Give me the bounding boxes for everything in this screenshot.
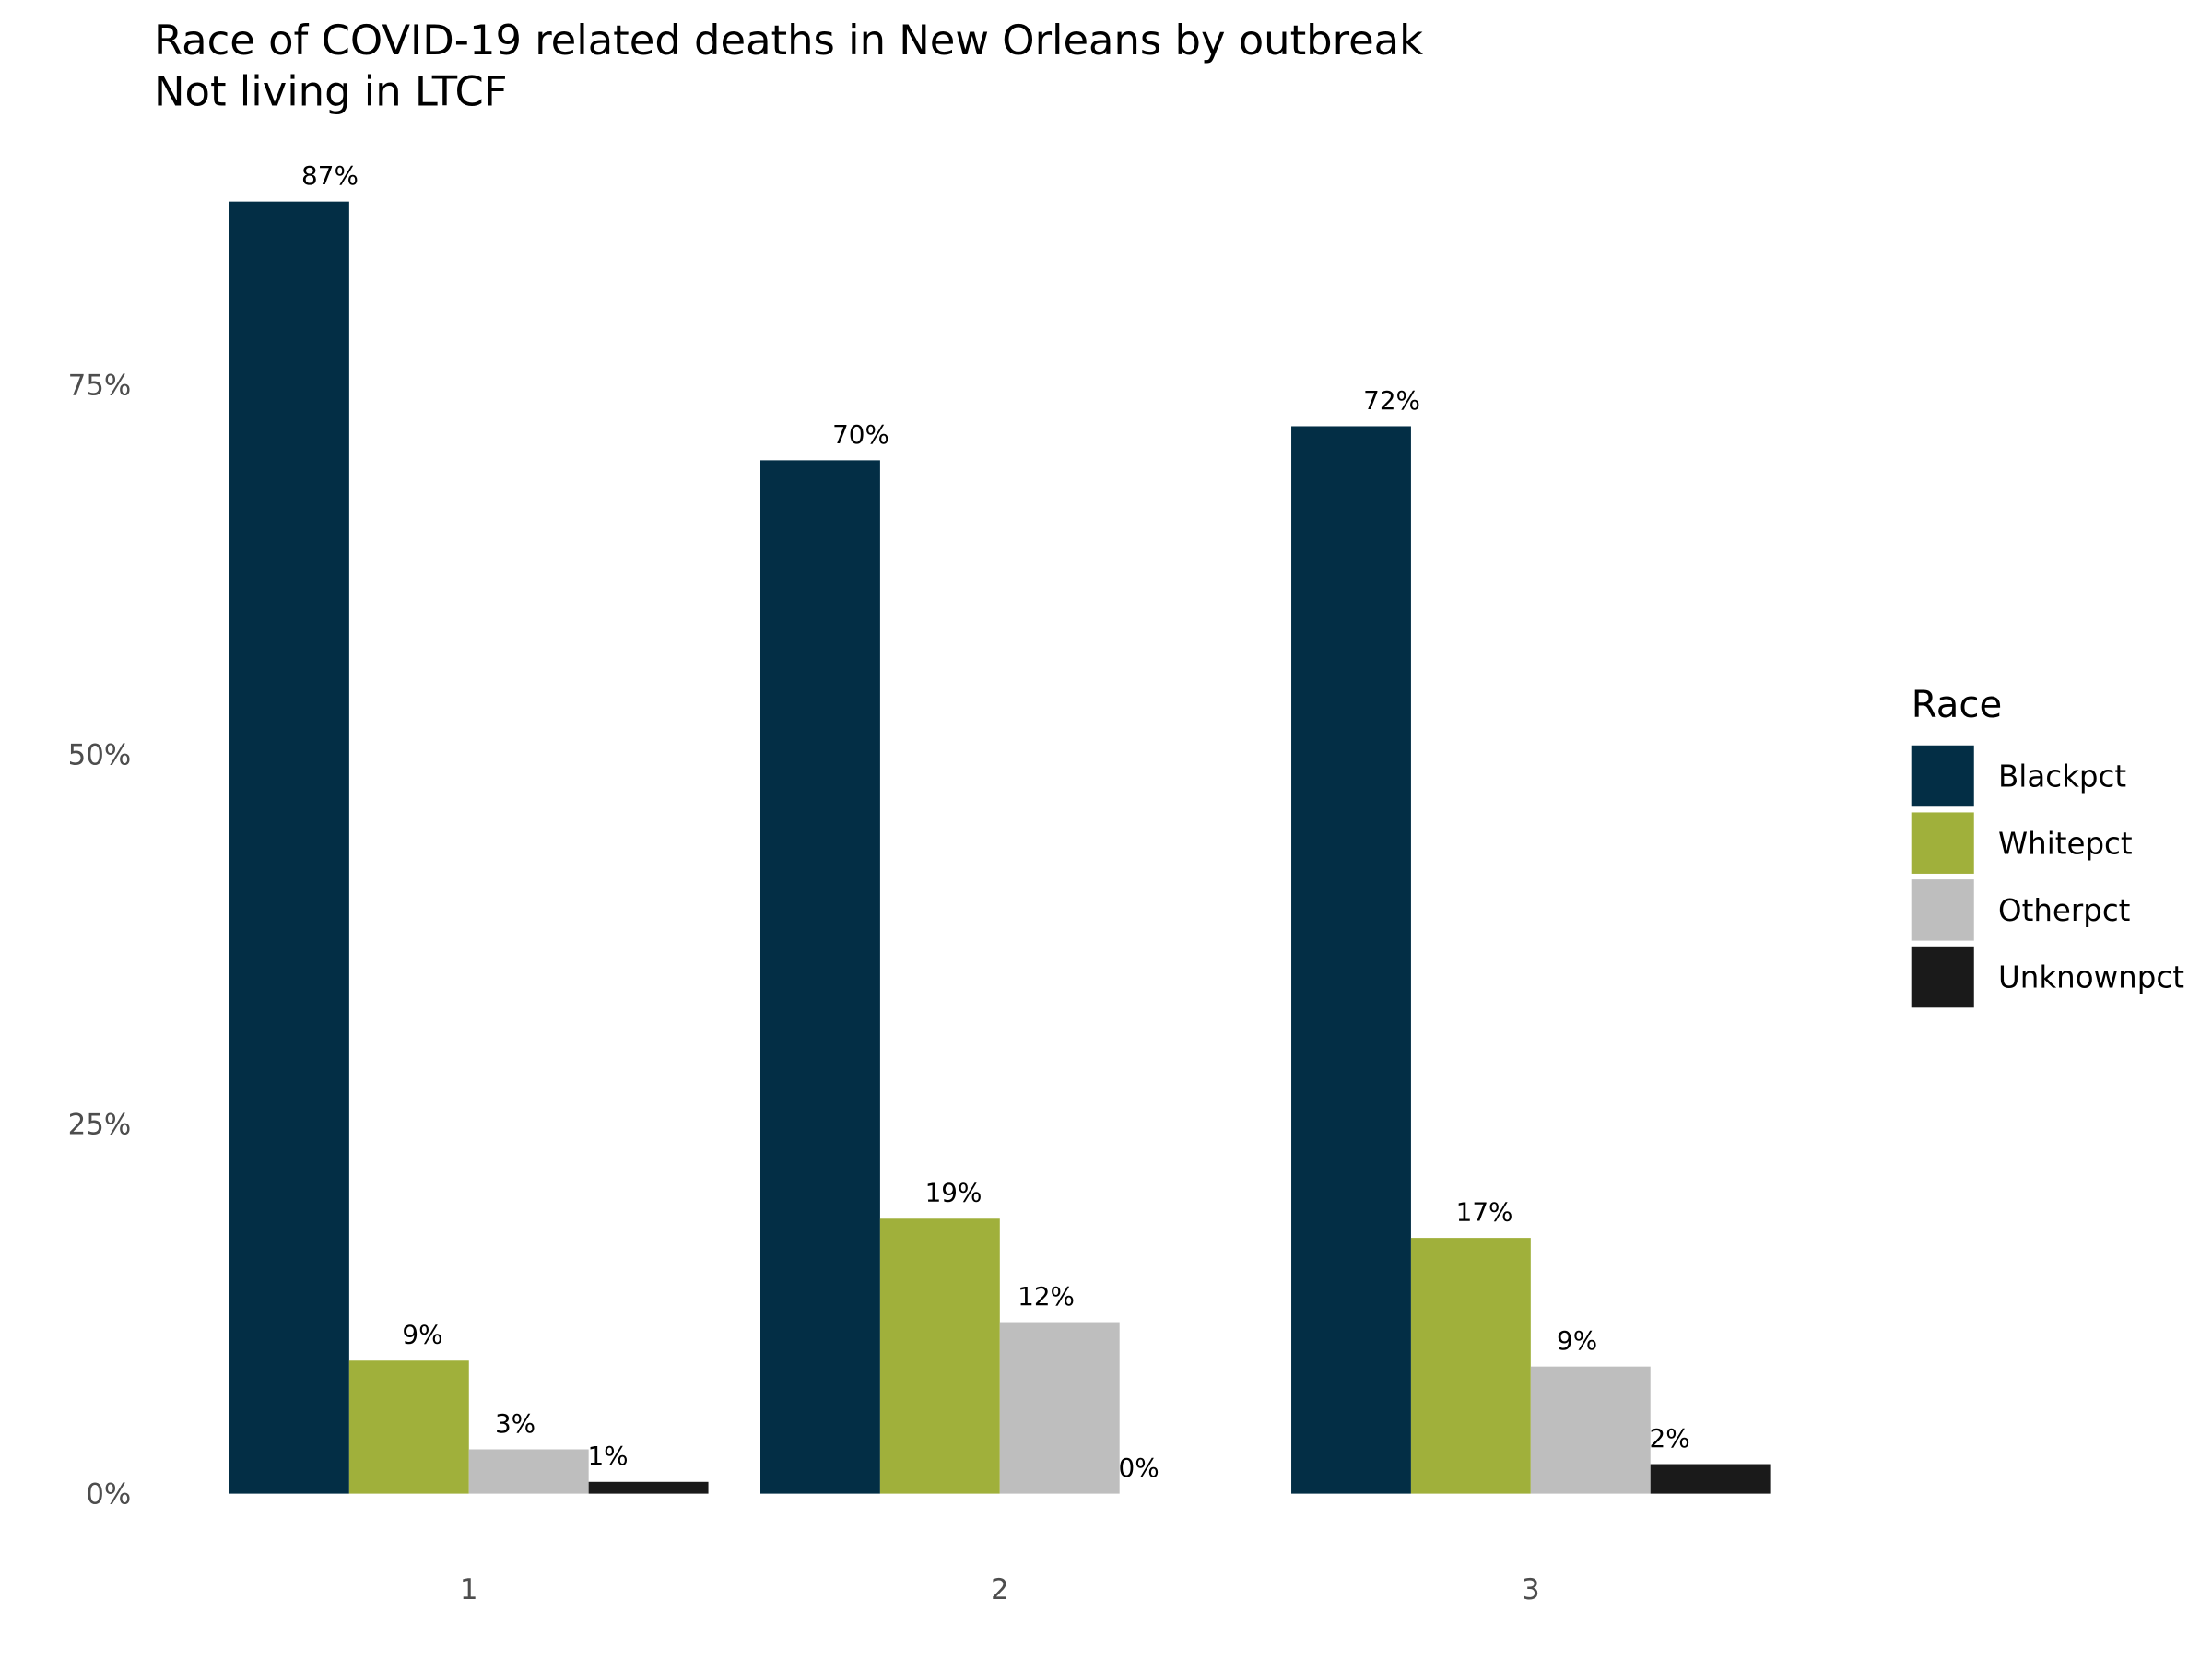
data-label: 12% [1018,1281,1075,1312]
data-label: 0% [1118,1453,1159,1483]
x-axis: 1 2 3 [460,1573,1540,1606]
data-label: 3% [495,1408,535,1439]
bar-otherpct-2 [999,1322,1120,1494]
data-labels: 87% 70% 72% 9% 19% 17% 3% 12% 9% 1% 0% 2% [301,160,1690,1483]
bar-otherpct-3 [1530,1366,1651,1494]
chart-title: Race of COVID-19 related deaths in New O… [154,16,1423,65]
data-label: 72% [1363,385,1420,416]
bar-blackpct-2 [760,460,880,1494]
data-label: 19% [925,1178,982,1208]
bar-unknownpct-3 [1650,1464,1771,1494]
x-tick-label: 2 [991,1573,1009,1606]
bars [229,201,1771,1494]
y-tick-label: 75% [68,369,132,402]
chart-subtitle: Not living in LTCF [154,66,508,115]
legend-key-otherpct [1911,879,1974,941]
bar-whitepct-2 [879,1218,1000,1494]
legend-label: Unknownpct [1998,960,2184,995]
bar-blackpct-3 [1291,426,1411,1494]
x-tick-label: 1 [460,1573,478,1606]
data-label: 1% [587,1441,628,1471]
y-tick-label: 0% [86,1477,131,1511]
legend-key-whitepct [1911,812,1974,874]
legend-label: Blackpct [1998,759,2126,794]
bar-whitepct-1 [348,1360,469,1494]
bar-otherpct-1 [468,1449,589,1494]
y-axis: 0% 25% 50% 75% [68,369,132,1511]
data-label: 9% [402,1320,442,1350]
data-label: 17% [1456,1197,1513,1228]
legend-key-blackpct [1911,745,1974,807]
bar-blackpct-1 [229,201,349,1494]
legend-title: Race [1912,684,2003,726]
data-label: 9% [1557,1325,1597,1356]
legend-label: Whitepct [1998,826,2133,861]
data-label: 70% [832,419,889,450]
legend-key-unknownpct [1911,946,1974,1008]
data-label: 87% [301,160,359,191]
y-tick-label: 50% [68,738,132,771]
bar-unknownpct-1 [588,1481,709,1494]
data-label: 2% [1650,1423,1690,1453]
y-tick-label: 25% [68,1108,132,1141]
x-tick-label: 3 [1522,1573,1540,1606]
legend: Race Blackpct Whitepct Otherpct Unknownpct [1911,684,2184,1008]
bar-whitepct-3 [1410,1238,1531,1494]
legend-label: Otherpct [1998,893,2130,928]
